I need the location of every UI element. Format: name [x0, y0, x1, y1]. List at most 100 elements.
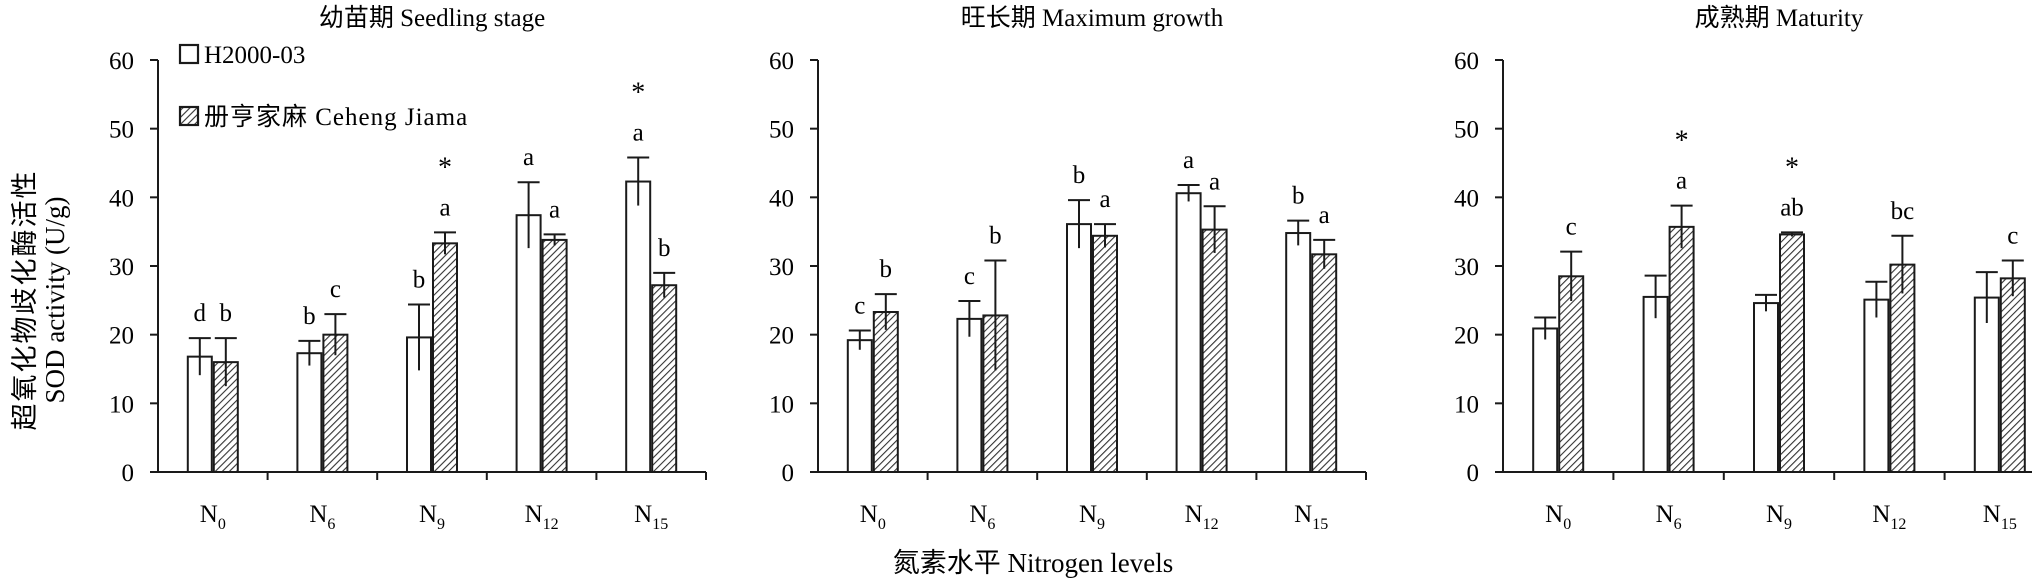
- significance-letter: b: [1292, 183, 1305, 210]
- y-tick-label: 60: [1454, 48, 1479, 75]
- legend-swatch-ceheng: [178, 105, 200, 127]
- y-tick-label: 0: [122, 460, 135, 487]
- significance-letter: c: [1566, 214, 1577, 241]
- significance-letter: d: [194, 300, 207, 327]
- bar-h2000: [1532, 327, 1559, 473]
- panel-title: 成熟期 Maturity: [1695, 4, 1864, 32]
- significance-letter: b: [658, 235, 671, 262]
- significance-letter: ab: [1780, 194, 1804, 221]
- y-tick-label: 30: [1454, 254, 1479, 281]
- bar-ceheng: [1999, 277, 2026, 473]
- x-category-label: N12: [1185, 501, 1219, 533]
- significance-star: *: [1785, 152, 1799, 183]
- x-category-label: N0: [1545, 501, 1571, 533]
- significance-letter: a: [1209, 168, 1220, 195]
- x-category-label: N9: [419, 501, 445, 533]
- significance-letter: a: [1183, 147, 1194, 174]
- bar-ceheng: [1092, 234, 1118, 473]
- legend-label-ceheng: 册亨家麻 Ceheng Jiama: [204, 103, 468, 131]
- bar-ceheng: [651, 284, 678, 473]
- panel-maximum-growth: 旺长期 Maximum growth0102030405060N0cbN6cbN…: [769, 4, 1367, 533]
- x-category-label: N12: [1872, 501, 1906, 533]
- y-tick-label: 10: [1454, 391, 1479, 418]
- x-category-label: N6: [1656, 501, 1682, 533]
- bar-h2000: [956, 317, 983, 473]
- significance-letter: a: [1319, 202, 1330, 229]
- x-category-label: N9: [1766, 501, 1792, 533]
- x-category-label: N6: [969, 501, 995, 533]
- bar-h2000: [1066, 223, 1092, 473]
- y-tick-label: 50: [769, 117, 794, 144]
- y-tick-label: 0: [1467, 460, 1480, 487]
- y-tick-label: 40: [109, 185, 134, 212]
- x-category-label: N12: [525, 501, 559, 533]
- significance-letter: b: [1073, 162, 1086, 189]
- y-tick-label: 40: [769, 185, 794, 212]
- significance-letter: c: [854, 293, 865, 320]
- y-axis-title-zh: 超氧化物歧化酶活性: [10, 170, 40, 431]
- x-category-label: N15: [1983, 501, 2017, 533]
- y-tick-label: 10: [769, 391, 794, 418]
- bar-h2000: [1973, 296, 2000, 473]
- significance-letter: c: [964, 263, 975, 290]
- significance-letter: b: [303, 303, 316, 330]
- significance-letter: b: [989, 223, 1002, 250]
- y-axis-title-en: SOD activity (U/g): [40, 197, 70, 404]
- significance-letter: a: [1099, 186, 1110, 213]
- significance-letter: a: [439, 194, 450, 221]
- y-tick-label: 60: [769, 48, 794, 75]
- y-tick-label: 30: [109, 254, 134, 281]
- legend-swatch-h2000: [178, 43, 200, 65]
- bar-ceheng: [1201, 228, 1228, 473]
- significance-letter: b: [220, 300, 233, 327]
- x-category-label: N0: [860, 501, 886, 533]
- x-category-label: N6: [309, 501, 335, 533]
- y-tick-label: 30: [769, 254, 794, 281]
- significance-letter: b: [413, 266, 426, 293]
- bar-h2000: [846, 339, 873, 473]
- x-axis-title: 氮素水平 Nitrogen levels: [893, 548, 1173, 578]
- bar-h2000: [1642, 295, 1669, 473]
- significance-letter: a: [1676, 168, 1687, 195]
- bar-h2000: [296, 352, 323, 473]
- legend: H2000-03 册亨家麻 Ceheng Jiama: [178, 42, 468, 131]
- bar-h2000: [625, 180, 652, 473]
- bar-h2000: [1285, 232, 1312, 473]
- x-category-label: N15: [1294, 501, 1328, 533]
- y-tick-label: 50: [1454, 117, 1479, 144]
- bar-h2000: [1175, 192, 1202, 473]
- significance-letter: b: [880, 256, 893, 283]
- y-tick-label: 20: [769, 323, 794, 350]
- significance-letter: c: [2007, 223, 2018, 250]
- bar-h2000: [515, 214, 542, 473]
- bar-ceheng: [432, 242, 458, 473]
- bar-ceheng: [1668, 225, 1695, 473]
- y-axis-title: 超氧化物歧化酶活性 SOD activity (U/g): [10, 170, 70, 431]
- y-tick-label: 40: [1454, 185, 1479, 212]
- bar-ceheng: [1889, 263, 1916, 474]
- significance-letter: bc: [1891, 198, 1915, 225]
- y-tick-label: 50: [109, 117, 134, 144]
- bar-h2000: [1863, 298, 1890, 473]
- bar-ceheng: [1311, 253, 1338, 473]
- significance-letter: a: [633, 120, 644, 147]
- y-tick-label: 20: [109, 323, 134, 350]
- y-tick-label: 0: [782, 460, 795, 487]
- bar-ceheng: [1779, 233, 1805, 473]
- panel-title: 旺长期 Maximum growth: [961, 4, 1224, 32]
- panel-maturity: 成熟期 Maturity 0 10 20 30 40 50 60 N0 c N6 a * N9 ab * N12…: [1454, 4, 2032, 533]
- significance-star: *: [1675, 126, 1689, 157]
- x-category-label: N15: [634, 501, 668, 533]
- y-tick-label: 10: [109, 391, 134, 418]
- legend-label-h2000: H2000-03: [204, 42, 305, 69]
- significance-letter: a: [549, 196, 560, 223]
- significance-star: *: [631, 78, 645, 109]
- y-tick-label: 20: [1454, 323, 1479, 350]
- significance-letter: c: [330, 276, 341, 303]
- panel-title: 幼苗期 Seedling stage: [319, 4, 545, 32]
- bar-h2000: [1753, 302, 1779, 473]
- significance-letter: a: [523, 144, 534, 171]
- significance-star: *: [438, 152, 452, 183]
